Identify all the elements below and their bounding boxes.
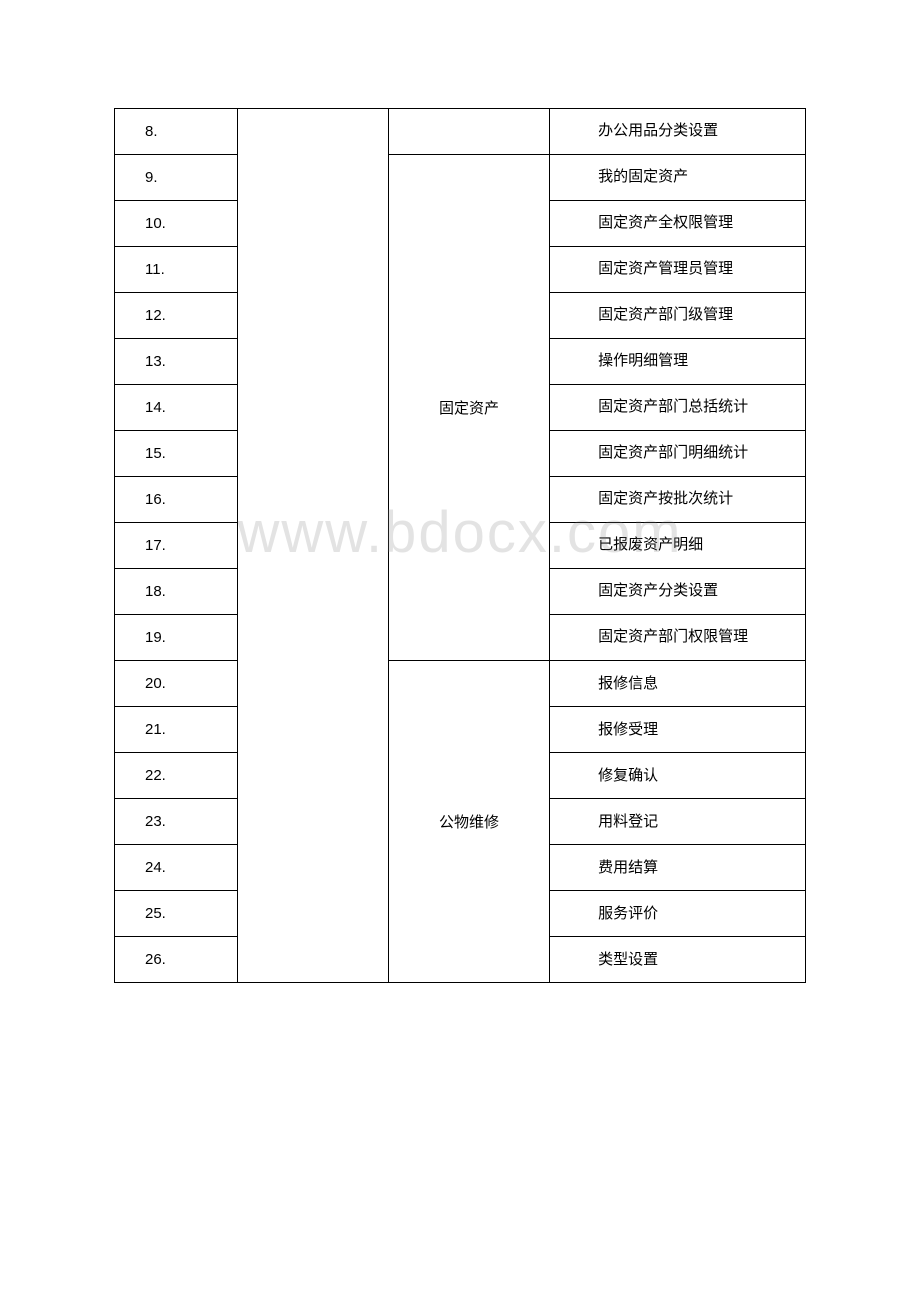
row-number: 22. xyxy=(115,753,238,799)
item-cell: 类型设置 xyxy=(550,937,806,983)
table-row: 20. 公物维修 报修信息 xyxy=(115,661,806,707)
row-number: 17. xyxy=(115,523,238,569)
item-text: 办公用品分类设置 xyxy=(550,111,805,152)
category-cell xyxy=(388,109,549,155)
row-number: 8. xyxy=(115,109,238,155)
item-cell: 已报废资产明细 xyxy=(550,523,806,569)
item-cell: 报修信息 xyxy=(550,661,806,707)
row-number: 20. xyxy=(115,661,238,707)
item-cell: 固定资产部门权限管理 xyxy=(550,615,806,661)
item-cell: 费用结算 xyxy=(550,845,806,891)
row-number: 16. xyxy=(115,477,238,523)
row-number: 9. xyxy=(115,155,238,201)
row-number: 15. xyxy=(115,431,238,477)
item-cell: 固定资产管理员管理 xyxy=(550,247,806,293)
item-text: 固定资产分类设置 xyxy=(550,571,805,612)
item-cell: 固定资产全权限管理 xyxy=(550,201,806,247)
data-table: 8. 办公用品分类设置 9. 固定资产 我的固定资产 10. 固定资产全权限管理… xyxy=(114,108,806,983)
item-cell: 修复确认 xyxy=(550,753,806,799)
item-text: 用料登记 xyxy=(550,800,805,844)
item-cell: 服务评价 xyxy=(550,891,806,937)
item-text: 修复确认 xyxy=(550,754,805,798)
item-text: 报修受理 xyxy=(550,708,805,752)
item-cell: 报修受理 xyxy=(550,707,806,753)
item-cell: 固定资产分类设置 xyxy=(550,569,806,615)
item-cell: 我的固定资产 xyxy=(550,155,806,201)
item-text: 报修信息 xyxy=(550,662,805,706)
item-cell: 操作明细管理 xyxy=(550,339,806,385)
item-cell: 用料登记 xyxy=(550,799,806,845)
category-cell: 公物维修 xyxy=(388,661,549,983)
item-text: 固定资产部门权限管理 xyxy=(550,617,805,658)
item-text: 固定资产管理员管理 xyxy=(550,249,805,290)
item-text: 操作明细管理 xyxy=(550,341,805,382)
item-cell: 固定资产部门级管理 xyxy=(550,293,806,339)
item-cell: 固定资产部门明细统计 xyxy=(550,431,806,477)
row-number: 10. xyxy=(115,201,238,247)
item-text: 我的固定资产 xyxy=(550,157,805,198)
row-number: 18. xyxy=(115,569,238,615)
item-text: 类型设置 xyxy=(550,938,805,982)
row-number: 13. xyxy=(115,339,238,385)
item-cell: 办公用品分类设置 xyxy=(550,109,806,155)
row-number: 23. xyxy=(115,799,238,845)
item-text: 固定资产全权限管理 xyxy=(550,203,805,244)
row-number: 25. xyxy=(115,891,238,937)
row-number: 19. xyxy=(115,615,238,661)
row-number: 12. xyxy=(115,293,238,339)
item-text: 服务评价 xyxy=(550,892,805,936)
row-number: 11. xyxy=(115,247,238,293)
item-text: 固定资产按批次统计 xyxy=(550,479,805,520)
item-text: 固定资产部门级管理 xyxy=(550,295,805,336)
item-text: 费用结算 xyxy=(550,846,805,890)
category-cell: 固定资产 xyxy=(388,155,549,661)
empty-column xyxy=(237,109,388,983)
row-number: 14. xyxy=(115,385,238,431)
table-row: 8. 办公用品分类设置 xyxy=(115,109,806,155)
table-row: 9. 固定资产 我的固定资产 xyxy=(115,155,806,201)
item-cell: 固定资产按批次统计 xyxy=(550,477,806,523)
item-text: 固定资产部门总括统计 xyxy=(550,387,805,428)
item-text: 已报废资产明细 xyxy=(550,525,805,566)
item-text: 固定资产部门明细统计 xyxy=(550,433,805,474)
row-number: 24. xyxy=(115,845,238,891)
item-cell: 固定资产部门总括统计 xyxy=(550,385,806,431)
row-number: 26. xyxy=(115,937,238,983)
row-number: 21. xyxy=(115,707,238,753)
